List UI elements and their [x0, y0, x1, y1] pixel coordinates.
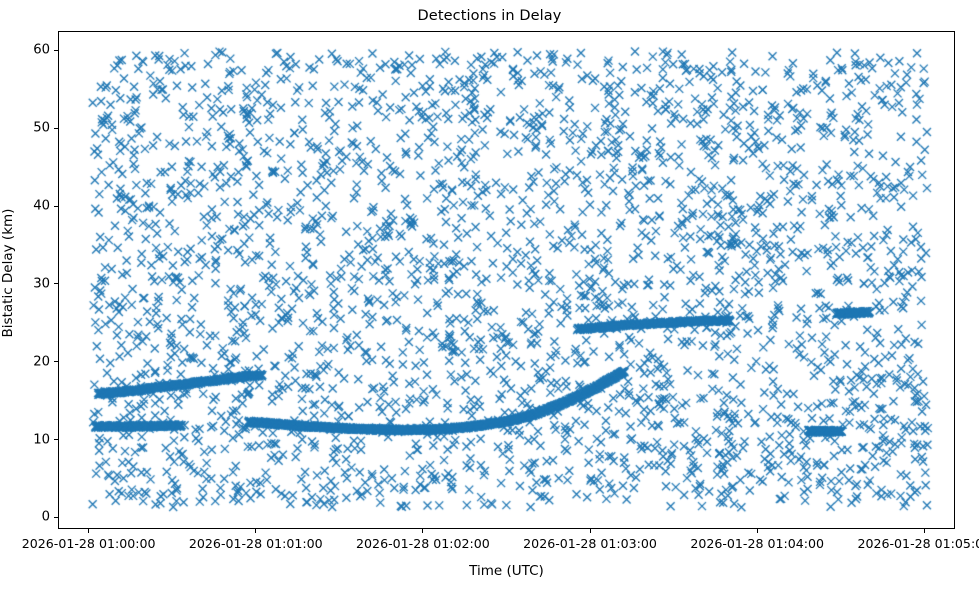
- x-tick-mark: [589, 529, 591, 534]
- y-tick-label: 20: [33, 354, 50, 370]
- plot-area: [58, 31, 955, 529]
- x-tick-label: 2026-01-28 01:03:00: [523, 536, 657, 551]
- chart-title: Detections in Delay: [417, 8, 562, 24]
- y-axis-label: Bistatic Delay (km): [0, 208, 16, 338]
- x-tick-label: 2026-01-28 01:04:00: [690, 536, 825, 551]
- y-tick-label: 0: [41, 509, 50, 525]
- x-tick-label: 2026-01-28 01:00:00: [21, 536, 156, 551]
- x-tick-mark: [88, 529, 90, 534]
- x-tick-label: 2026-01-28 01:01:00: [188, 536, 323, 551]
- x-tick-label: 2026-01-28 01:02:00: [356, 536, 490, 551]
- x-tick-mark: [756, 529, 758, 534]
- x-axis-label: Time (UTC): [469, 563, 544, 579]
- x-tick-mark: [255, 529, 257, 534]
- scatter-plot-canvas: [59, 32, 954, 528]
- y-tick-label: 40: [33, 198, 50, 214]
- x-tick-mark: [422, 529, 424, 534]
- y-tick-label: 50: [33, 120, 50, 136]
- y-tick-label: 30: [33, 276, 50, 292]
- x-tick-mark: [923, 529, 925, 534]
- y-tick-label: 60: [33, 42, 50, 58]
- x-tick-label: 2026-01-28 01:05:00: [857, 536, 979, 551]
- y-tick-label: 10: [33, 432, 50, 448]
